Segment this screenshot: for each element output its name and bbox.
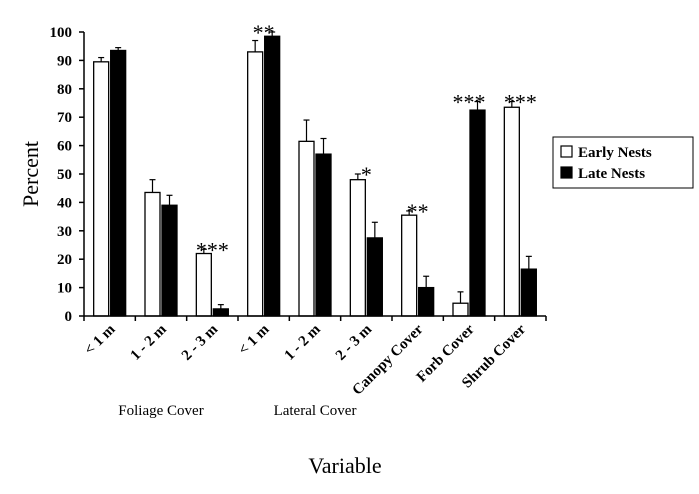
bar-late (110, 49, 127, 317)
y-tick-label: 100 (50, 25, 73, 41)
significance-label: * (361, 162, 372, 187)
y-tick-label: 0 (65, 309, 73, 325)
y-tick-label: 60 (57, 139, 72, 155)
legend-swatch (560, 166, 573, 179)
bar-early (349, 179, 366, 317)
bar-late (315, 153, 332, 317)
group-label: Foliage Cover (118, 403, 203, 419)
y-tick-label: 30 (57, 224, 72, 240)
bar-early (93, 61, 110, 317)
x-tick-label: 2 - 3 m (333, 321, 376, 364)
bar-late (469, 109, 486, 317)
y-axis-title: Percent (18, 141, 43, 207)
bar-early (452, 302, 469, 317)
x-axis-title: Variable (308, 453, 381, 478)
legend-label: Late Nests (578, 166, 645, 182)
bar-early (247, 51, 264, 317)
significance-label: *** (504, 90, 537, 115)
bar-late (264, 35, 281, 317)
y-tick-label: 40 (57, 195, 72, 211)
significance-label: *** (196, 237, 229, 262)
legend-label: Early Nests (578, 145, 652, 161)
bar-late (418, 286, 435, 317)
y-tick-label: 90 (57, 53, 72, 69)
bar-early (401, 214, 418, 317)
y-tick-label: 70 (57, 110, 72, 126)
y-tick-label: 80 (57, 82, 72, 98)
x-tick-label: 1 - 2 m (128, 321, 171, 364)
bar-late (161, 204, 178, 317)
bar-late (366, 237, 383, 317)
group-label: Lateral Cover (274, 403, 357, 419)
significance-label: *** (453, 90, 486, 115)
significance-label: ** (407, 199, 429, 224)
bar-early (298, 140, 315, 317)
x-tick-label: < 1 m (236, 321, 273, 358)
x-tick-label: < 1 m (82, 321, 119, 358)
bar-early (144, 191, 161, 317)
legend-swatch (560, 145, 573, 158)
bar-late (520, 268, 537, 317)
bar-early (195, 252, 212, 317)
x-tick-label: 2 - 3 m (179, 321, 222, 364)
legend: Early Nests Late Nests (552, 136, 694, 189)
bar-late (212, 308, 229, 317)
bar-early (503, 106, 520, 317)
significance-label: ** (253, 20, 275, 45)
y-tick-label: 50 (57, 167, 72, 183)
category-groups: Foliage Cover Lateral Cover (118, 403, 356, 419)
legend-box (552, 136, 694, 189)
y-axis-ticks: 0 10 20 30 40 50 60 70 80 90 100 (50, 25, 547, 325)
plot-area: *********** *** (93, 20, 537, 317)
y-tick-label: 10 (57, 281, 72, 297)
y-tick-label: 20 (57, 252, 72, 268)
x-tick-label: 1 - 2 m (282, 321, 325, 364)
